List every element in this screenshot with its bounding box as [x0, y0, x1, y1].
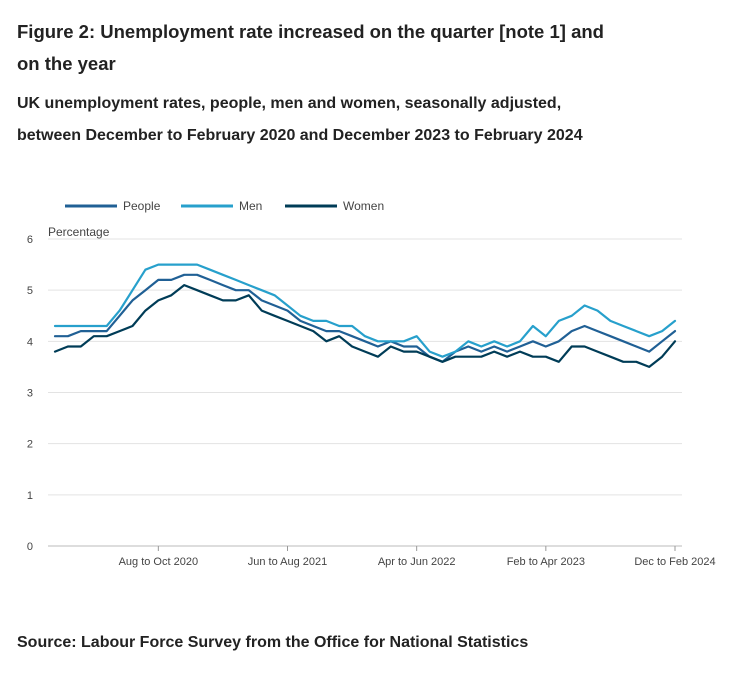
x-tick-label: Apr to Jun 2022 — [378, 556, 456, 568]
series-line-men — [53, 263, 677, 358]
series-lines — [53, 263, 677, 368]
x-tick-label: Aug to Oct 2020 — [119, 556, 199, 568]
source-note: Source: Labour Force Survey from the Off… — [17, 634, 529, 651]
y-tick-label: 5 — [27, 285, 33, 297]
legend-label-men: Men — [239, 199, 262, 213]
y-tick-label: 1 — [27, 490, 33, 502]
legend-label-women: Women — [343, 199, 384, 213]
series-line-people — [53, 273, 677, 363]
chart-subtitle: UK unemployment rates, people, men and w… — [17, 95, 583, 144]
y-tick-label: 3 — [27, 388, 33, 400]
y-tick-label: 2 — [27, 439, 33, 451]
gridlines — [48, 238, 682, 547]
chart-title: Figure 2: Unemployment rate increased on… — [17, 21, 604, 74]
x-tick-label: Jun to Aug 2021 — [248, 556, 328, 568]
y-axis-label: Percentage — [48, 225, 110, 239]
line-chart: People Men Women Percentage 0 1 2 3 4 5 6 Aug to… — [27, 199, 716, 568]
x-tick-label: Dec to Feb 2024 — [634, 556, 715, 568]
y-tick-label: 0 — [27, 541, 33, 553]
x-axis: Aug to Oct 2020 Jun to Aug 2021 Apr to Jun… — [119, 546, 716, 568]
y-axis: 0 1 2 3 4 5 6 — [27, 234, 33, 553]
legend: People Men Women — [65, 199, 384, 213]
x-tick-label: Feb to Apr 2023 — [507, 556, 585, 568]
legend-label-people: People — [123, 199, 161, 213]
series-line-women — [53, 283, 677, 368]
y-tick-label: 6 — [27, 234, 33, 246]
y-tick-label: 4 — [27, 336, 33, 348]
